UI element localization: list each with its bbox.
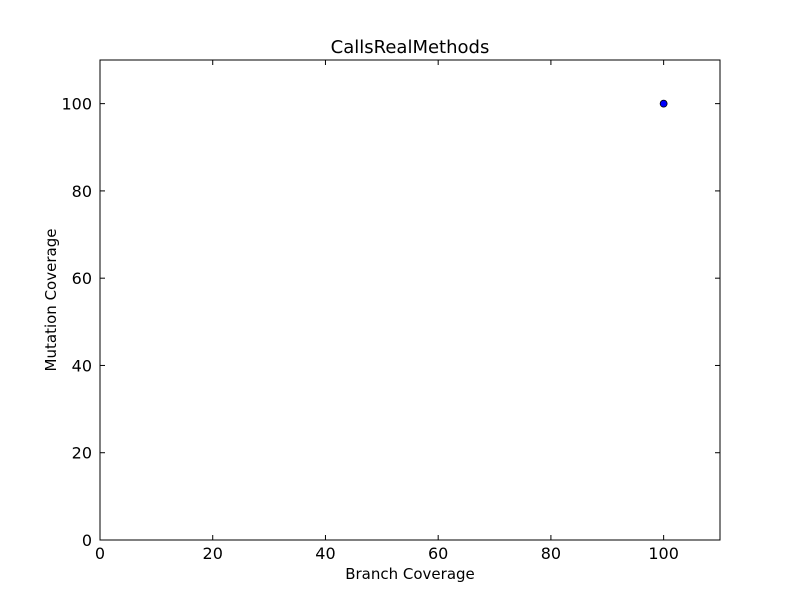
- scatter-point: [659, 99, 668, 108]
- x-tick-label: 40: [315, 544, 335, 563]
- y-tick-label: 40: [72, 356, 92, 375]
- y-tick-label: 60: [72, 269, 92, 288]
- x-axis-label: Branch Coverage: [345, 565, 475, 583]
- y-tick-label: 80: [72, 182, 92, 201]
- plot-area-frame: [99, 59, 721, 541]
- x-tick-label: 80: [541, 544, 561, 563]
- x-axis-tick-labels: 0 20 40 60 80 100: [95, 544, 679, 563]
- x-tick-label: 0: [95, 544, 105, 563]
- y-tick-label: 0: [82, 531, 92, 550]
- x-axis-ticks: [99, 60, 665, 540]
- y-axis-label: Mutation Coverage: [42, 229, 60, 372]
- y-tick-label: 100: [61, 95, 92, 114]
- y-axis-ticks: [100, 103, 720, 541]
- y-axis-tick-labels: 0 20 40 60 80 100: [61, 95, 92, 550]
- x-tick-label: 60: [428, 544, 448, 563]
- chart-title: CallsRealMethods: [331, 37, 490, 58]
- x-tick-label: 20: [203, 544, 223, 563]
- y-tick-label: 20: [72, 444, 92, 463]
- scatter-points: [659, 99, 668, 108]
- x-tick-label: 100: [648, 544, 679, 563]
